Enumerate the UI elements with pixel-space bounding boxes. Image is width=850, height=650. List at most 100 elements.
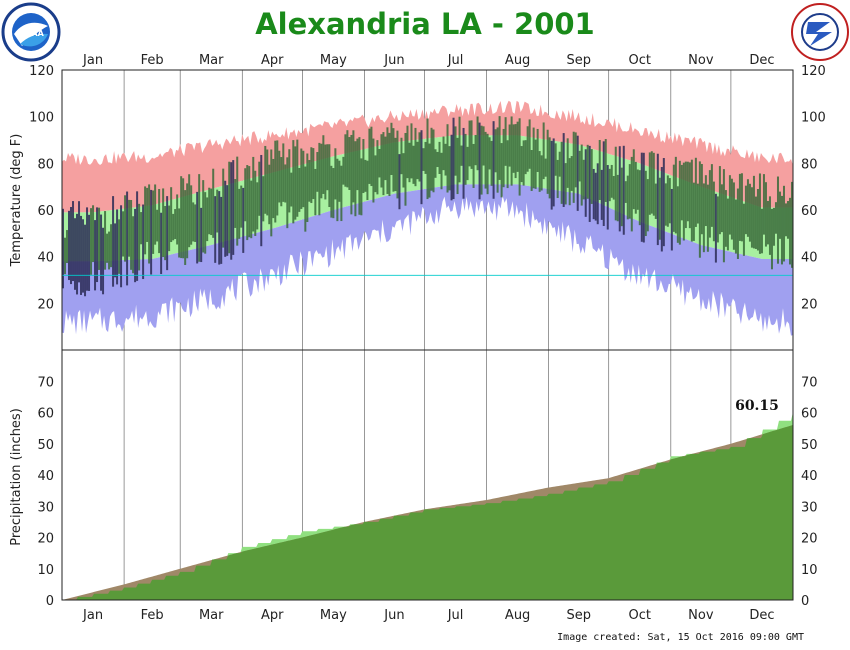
observed-temp-bar	[632, 149, 635, 210]
observed-temp-bar	[486, 133, 489, 195]
observed-temp-bar	[712, 181, 715, 242]
observed-temp-bar	[568, 158, 571, 206]
temperature-tick-left: 120	[29, 64, 54, 79]
precipitation-tick-right: 60	[801, 407, 818, 422]
observed-temp-bar	[640, 152, 643, 242]
observed-temp-bar	[426, 118, 429, 200]
precipitation-tick-left: 20	[37, 532, 54, 547]
month-label-bottom: Jan	[82, 608, 103, 623]
observed-temp-bar	[364, 159, 367, 192]
observed-temp-bar	[688, 162, 691, 229]
observed-temp-bar	[466, 146, 469, 181]
observed-temp-bar	[776, 176, 779, 264]
observed-temp-bar	[650, 151, 653, 214]
observed-temp-bar	[392, 128, 395, 192]
observed-temp-bar	[280, 157, 283, 207]
observed-temp-bar	[518, 118, 521, 196]
observed-temp-bar	[694, 157, 697, 227]
observed-temp-bar	[544, 158, 547, 177]
observed-temp-bar	[106, 233, 109, 263]
observed-temp-bar	[520, 146, 523, 183]
observed-temp-bar	[446, 124, 449, 193]
observed-temp-bar	[284, 164, 287, 203]
observed-temp-bar	[72, 201, 75, 282]
observed-temp-bar	[646, 179, 649, 232]
observed-temp-bar	[184, 190, 187, 265]
observed-temp-bar	[316, 152, 319, 192]
observed-temp-bar	[94, 220, 97, 291]
observed-temp-bar	[120, 205, 123, 288]
observed-temp-bar	[346, 130, 349, 188]
observed-temp-bar	[84, 224, 87, 297]
observed-temp-bar	[742, 203, 745, 256]
observed-temp-bar	[602, 141, 605, 226]
observed-temp-bar	[198, 174, 201, 262]
observed-temp-bar	[576, 135, 579, 211]
observed-temp-bar	[560, 141, 563, 204]
observed-temp-bar	[122, 211, 125, 257]
observed-temp-bar	[758, 173, 761, 254]
observed-temp-bar	[226, 185, 229, 256]
observed-temp-bar	[334, 148, 337, 200]
observed-temp-bar	[622, 145, 625, 235]
observed-temp-bar	[578, 150, 581, 182]
observed-temp-bar	[208, 187, 211, 235]
observed-temp-bar	[150, 189, 153, 275]
observed-temp-bar	[442, 136, 445, 171]
observed-temp-bar	[668, 178, 671, 224]
observed-temp-bar	[600, 169, 603, 220]
observed-temp-bar	[708, 170, 711, 238]
observed-temp-bar	[522, 140, 525, 186]
observed-temp-bar	[294, 146, 297, 220]
observed-temp-bar	[480, 125, 483, 195]
month-label-top: Mar	[199, 53, 224, 68]
observed-temp-bar	[768, 196, 771, 255]
record-high-band	[62, 100, 793, 213]
observed-temp-bar	[296, 139, 299, 217]
temperature-bands	[62, 100, 793, 336]
observed-temp-bar	[186, 183, 189, 259]
observed-temp-bar	[732, 182, 735, 250]
observed-temp-bar	[410, 123, 413, 179]
observed-temp-bar	[718, 166, 721, 235]
observed-temp-bar	[114, 223, 117, 278]
temperature-observed-bars	[62, 116, 793, 297]
observed-temp-bar	[726, 198, 729, 251]
observed-temp-bar	[790, 181, 793, 268]
observed-temp-bar	[608, 168, 611, 202]
observed-temp-bar	[110, 224, 113, 268]
observed-temp-bar	[254, 170, 257, 236]
precipitation-total-label: 60.15	[735, 398, 779, 414]
temperature-tick-left: 40	[37, 251, 54, 266]
observed-temp-bar	[596, 163, 599, 225]
observed-temp-bar	[378, 148, 381, 178]
observed-temp-bar	[62, 208, 65, 289]
temperature-tick-right: 100	[801, 111, 826, 126]
observed-temp-bar	[638, 170, 641, 226]
observed-temp-bar	[408, 142, 411, 183]
observed-temp-bar	[336, 158, 339, 222]
observed-temp-bar	[102, 227, 105, 295]
observed-temp-bar	[670, 188, 673, 251]
observed-temp-bar	[78, 201, 81, 283]
observed-temp-bar	[158, 189, 161, 254]
precipitation-axis-label: Precipitation (inches)	[9, 408, 24, 546]
observed-temp-bar	[236, 156, 239, 246]
observed-temp-bar	[238, 188, 241, 239]
month-label-bottom: Mar	[199, 608, 224, 623]
month-label-bottom: Oct	[629, 608, 651, 623]
observed-temp-bar	[620, 167, 623, 227]
observed-temp-bar	[706, 184, 709, 252]
precipitation-tick-right: 20	[801, 532, 818, 547]
precipitation-tick-right: 0	[801, 594, 809, 609]
observed-temp-bar	[784, 203, 787, 237]
observed-temp-bar	[618, 146, 621, 232]
observed-temp-bar	[636, 169, 639, 210]
observed-temp-bar	[686, 161, 689, 222]
observed-temp-bar	[656, 153, 659, 246]
observed-temp-bar	[152, 190, 155, 254]
observed-temp-bar	[654, 183, 657, 219]
observed-temp-bar	[774, 202, 777, 234]
observed-temp-bar	[554, 143, 557, 176]
